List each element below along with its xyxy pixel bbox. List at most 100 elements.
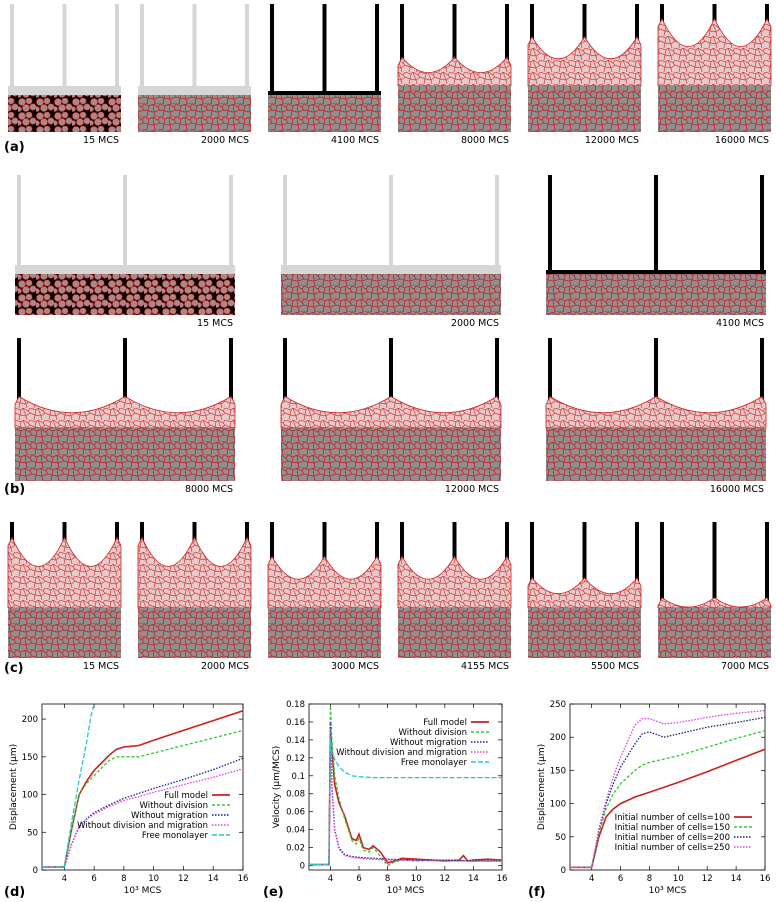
panel-label-c: (c) [4, 661, 24, 676]
legend-entry-1: Initial number of cells=100 [615, 813, 730, 823]
y-tick-label: 100 [22, 791, 38, 801]
micropillar-3 [495, 175, 499, 270]
series-line-2 [42, 729, 243, 868]
series-line-1 [309, 730, 502, 866]
micropillar-3 [375, 4, 379, 91]
frame-a-1: 15 MCS [8, 4, 121, 146]
wetting-cells [397, 555, 512, 609]
micropillar-2 [582, 522, 587, 602]
chart-d: 4 6 8 10 12 14 16 0 50 100 150 200 10³ MCS Displaceme… [9, 703, 248, 896]
x-tick-label: 14 [468, 874, 479, 884]
cell-monolayer [8, 608, 121, 658]
chart-e: 4 6 8 10 12 14 16 0 0.02 0.04 0.06 0.08 0.1 0.12 0.14 0… [272, 700, 507, 896]
frame-a-6: 16000 MCS [657, 4, 772, 146]
cell-monolayer [268, 608, 381, 658]
y-tick-label: 250 [550, 700, 566, 710]
cell-monolayer [658, 608, 771, 658]
wetting-cells [7, 536, 122, 609]
x-tick-label: 12 [178, 874, 189, 884]
micropillar-1 [400, 4, 404, 80]
micropillar-2 [654, 338, 658, 422]
micropillar-2 [123, 175, 127, 270]
cell-monolayer [15, 274, 235, 315]
cell-monolayer [398, 608, 511, 658]
micropillar-1 [17, 338, 21, 422]
x-axis-label: 10³ MCS [124, 886, 162, 896]
micropillar-1 [10, 4, 14, 91]
micropillar-2 [389, 338, 393, 422]
frame-c-3: 3000 MCS [267, 522, 382, 672]
y-tick-label: 0.04 [286, 826, 305, 836]
frame-a-2: 2000 MCS [138, 4, 251, 146]
micropillar-3 [635, 522, 639, 602]
frame-a-4: 8000 MCS [397, 4, 512, 146]
x-axis-label: 10³ MCS [387, 886, 425, 896]
wetting-cells [14, 395, 236, 429]
frame-caption: 4100 MCS [331, 135, 379, 146]
x-tick-label: 16 [497, 874, 508, 884]
frame-c-5: 5500 MCS [527, 522, 642, 672]
substrate-bar [546, 270, 766, 274]
cell-monolayer [398, 86, 511, 132]
x-tick-label: 8 [385, 874, 390, 884]
y-tick-label: 0.18 [286, 700, 305, 710]
panel-label-b: (b) [4, 482, 25, 497]
y-tick-label: 0 [33, 866, 38, 876]
micropillar-3 [765, 522, 769, 602]
micropillar-3 [760, 338, 764, 422]
x-tick-label: 8 [121, 874, 126, 884]
y-tick-label: 50 [27, 828, 38, 838]
x-tick-label: 6 [356, 874, 361, 884]
series-line-5 [42, 704, 95, 868]
frame-b-5: 12000 MCS [280, 338, 502, 495]
micropillar-3 [505, 4, 509, 80]
y-tick-label: 0.02 [286, 844, 305, 854]
frame-b-4: 8000 MCS [14, 338, 236, 495]
frame-caption: 15 MCS [83, 135, 119, 146]
legend-entry-3: Without migration [390, 738, 467, 748]
wetting-cells [657, 597, 772, 609]
legend-entry-2: Without division [399, 728, 467, 738]
y-tick-label: 150 [22, 753, 38, 763]
cell-monolayer [546, 274, 766, 315]
wetting-cells [267, 555, 382, 609]
frame-c-2: 2000 MCS [137, 522, 252, 672]
y-tick-label: 0.06 [286, 808, 305, 818]
panel-label-f: (f) [528, 885, 546, 900]
y-axis-label: Displacement (μm) [537, 744, 547, 830]
legend-entry-1: Full model [423, 718, 467, 728]
wetting-cells [137, 536, 252, 609]
cell-simulation-panels: 15 MCS 2000 MCS 4100 MCS 8000 MCS 12000 MCS 1… [7, 4, 772, 672]
micropillar-3 [495, 338, 499, 422]
y-tick-label: 0.14 [286, 736, 305, 746]
frame-caption: 2000 MCS [201, 135, 249, 146]
frame-c-4: 4155 MCS [397, 522, 512, 672]
legend-entry-1: Full model [164, 791, 208, 801]
x-tick-label: 4 [62, 874, 67, 884]
micropillar-1 [283, 338, 287, 422]
wetting-cells [280, 395, 502, 429]
legend-entry-5: Free monolayer [401, 758, 468, 768]
wetting-cells [527, 35, 642, 87]
micropillar-2 [452, 4, 457, 80]
cell-monolayer [528, 608, 641, 658]
frame-b-6: 16000 MCS [545, 338, 767, 495]
frame-b-3: 4100 MCS [546, 175, 766, 329]
x-tick-label: 4 [589, 874, 594, 884]
y-tick-label: 0 [300, 862, 305, 872]
x-tick-label: 10 [148, 874, 159, 884]
micropillar-3 [115, 4, 119, 91]
y-axis-label: Displacement (μm) [9, 744, 19, 830]
y-tick-label: 0.12 [286, 754, 305, 764]
frame-caption: 15 MCS [197, 318, 233, 329]
micropillar-1 [140, 4, 144, 91]
micropillar-3 [229, 338, 233, 422]
x-tick-label: 4 [328, 874, 333, 884]
x-tick-label: 6 [91, 874, 96, 884]
y-tick-label: 0.16 [286, 718, 305, 728]
cell-monolayer [268, 95, 381, 132]
series-line-1 [42, 710, 243, 868]
cell-monolayer [528, 86, 641, 132]
plot-frame [41, 703, 244, 871]
